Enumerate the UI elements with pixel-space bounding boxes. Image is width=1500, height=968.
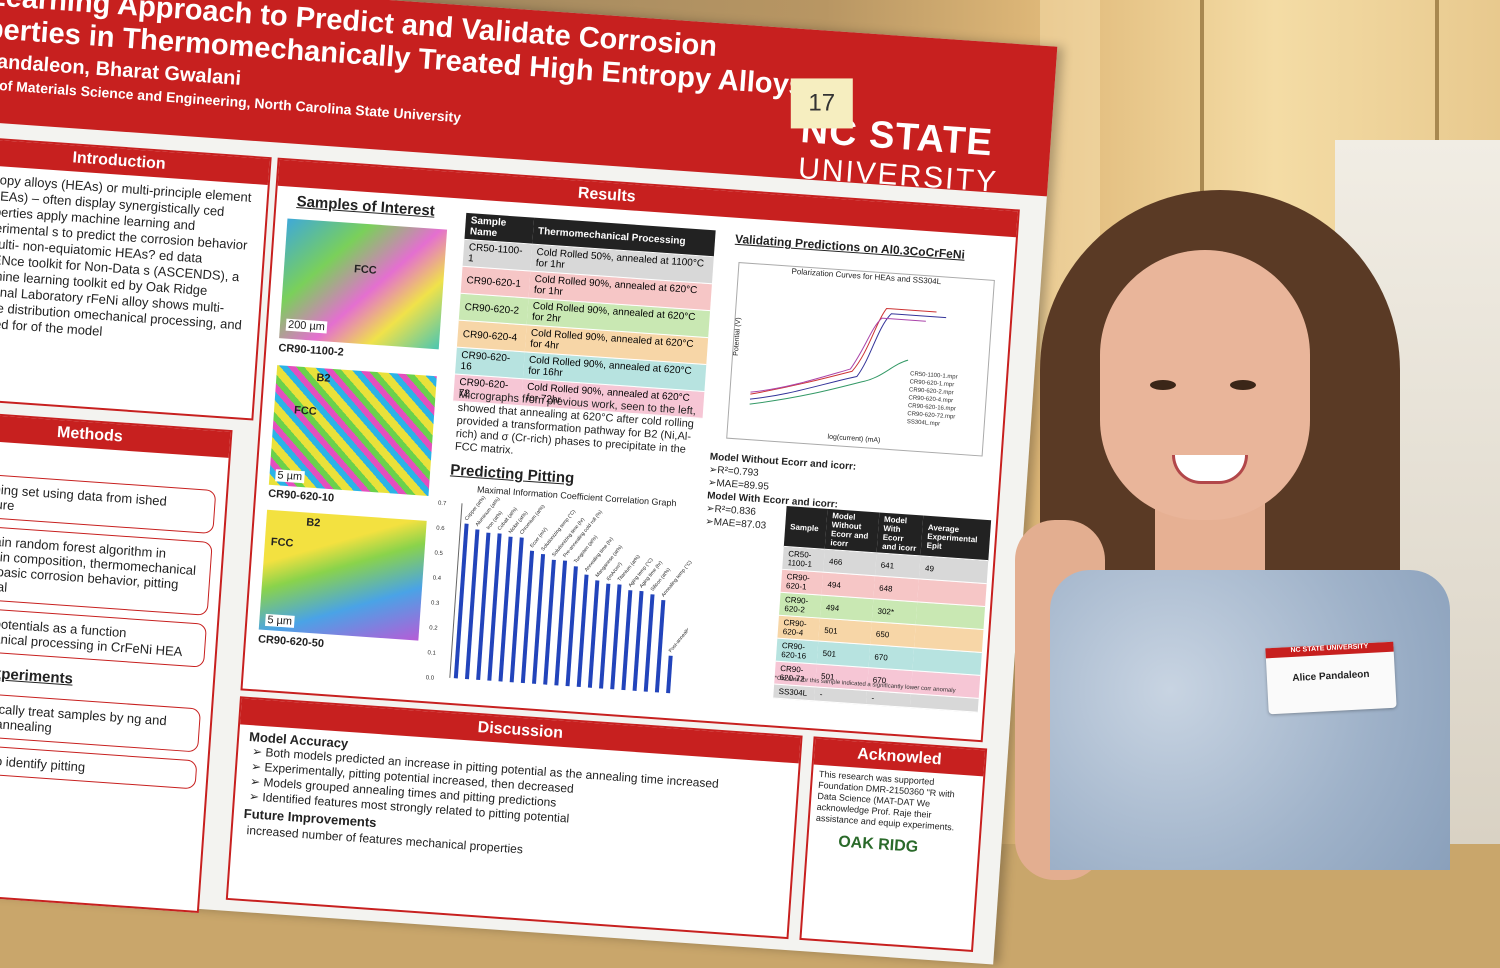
bar bbox=[520, 550, 535, 684]
scale-bar: 200 µm bbox=[285, 318, 328, 334]
phase-label: FCC bbox=[270, 536, 294, 550]
scale-bar: 5 µm bbox=[264, 613, 295, 628]
y-tick-label: 0.0 bbox=[426, 675, 435, 682]
micrograph-label: CR90-620-50 bbox=[257, 633, 325, 651]
results-section: Results Samples of Interest FCC 200 µm C… bbox=[240, 157, 1020, 743]
bar bbox=[654, 599, 666, 693]
category-label: Post-annealing cold roll (%) bbox=[668, 602, 696, 654]
y-tick-label: 0.7 bbox=[438, 501, 447, 508]
discussion-section: Discussion Model Accuracy ➢ Both models … bbox=[225, 696, 803, 940]
methods-box: and train random forest algorithm in END… bbox=[0, 523, 213, 616]
acknowledgements-text: This research was supported Foundation D… bbox=[815, 768, 956, 833]
bar bbox=[643, 594, 655, 692]
bar bbox=[532, 553, 546, 684]
y-tick-label: 0.4 bbox=[432, 575, 441, 582]
left-eye bbox=[1150, 380, 1176, 390]
poster-board: Learning Approach to Predict and Validat… bbox=[0, 0, 1058, 965]
bar bbox=[587, 580, 600, 688]
bar bbox=[476, 532, 491, 681]
bar bbox=[599, 583, 611, 689]
phase-label: FCC bbox=[293, 404, 318, 418]
methods-section: Methods odel d training set using data f… bbox=[0, 410, 233, 913]
person: NC STATE UNIVERSITY Alice Pandaleon bbox=[980, 190, 1500, 880]
face bbox=[1100, 250, 1310, 520]
bar bbox=[632, 590, 644, 691]
bar bbox=[453, 523, 469, 679]
y-tick-label: 0.2 bbox=[429, 625, 438, 632]
y-tick-label: 0.6 bbox=[436, 526, 445, 533]
pol-legend: CR50-1100-1.mpr CR90-620-1.mpr CR90-620-… bbox=[906, 371, 958, 428]
bar bbox=[487, 533, 502, 681]
introduction-text: entropy alloys (HEAs) or multi-principle… bbox=[0, 170, 252, 339]
sticky-note: 17 bbox=[790, 78, 853, 129]
bar bbox=[554, 560, 568, 686]
phase-label: FCC bbox=[353, 263, 378, 277]
name-badge: NC STATE UNIVERSITY Alice Pandaleon bbox=[1265, 641, 1397, 715]
bar bbox=[666, 655, 673, 694]
micrograph-1: FCC 200 µm bbox=[279, 218, 448, 350]
y-tick-label: 0.1 bbox=[427, 650, 436, 657]
right-eye bbox=[1230, 380, 1256, 390]
y-axis bbox=[449, 503, 463, 678]
bar bbox=[464, 529, 480, 680]
micrograph-label: CR90-1100-2 bbox=[277, 342, 345, 359]
methods-box: pitting potentials as a function omechan… bbox=[0, 605, 207, 668]
micrograph-3: B2 FCC 5 µm bbox=[258, 509, 427, 641]
polarization-curves bbox=[749, 307, 947, 405]
y-tick-label: 0.3 bbox=[431, 600, 440, 607]
bar bbox=[610, 584, 622, 690]
introduction-section: Introduction entropy alloys (HEAs) or mu… bbox=[0, 135, 272, 421]
bar bbox=[576, 574, 589, 688]
acknowledgements-section: Acknowled This research was supported Fo… bbox=[799, 736, 988, 953]
bar bbox=[509, 537, 524, 683]
validating-heading: Validating Predictions on Al0.3CoCrFeNi bbox=[734, 231, 966, 262]
polarization-chart: Polarization Curves for HEAs and SS304L … bbox=[726, 262, 995, 457]
bar bbox=[543, 559, 556, 685]
smile bbox=[1172, 455, 1248, 484]
methods-box: mechanically treat samples by ng and fur… bbox=[0, 690, 202, 753]
shirt bbox=[1050, 570, 1450, 870]
micrograph-2: B2 FCC 5 µm bbox=[268, 365, 437, 496]
bar bbox=[565, 566, 578, 687]
badge-name: Alice Pandaleon bbox=[1292, 668, 1370, 685]
methods-box: d training set using data from ished lit… bbox=[0, 472, 217, 535]
phase-label: B2 bbox=[315, 371, 331, 385]
micrograph-label: CR90-620-10 bbox=[267, 487, 335, 505]
phase-label: B2 bbox=[305, 516, 321, 530]
y-tick-label: 0.5 bbox=[434, 551, 443, 558]
bar bbox=[498, 536, 513, 682]
category-label: Annealing temp (°C) bbox=[660, 559, 693, 598]
bar bbox=[621, 590, 633, 691]
scale-bar: 5 µm bbox=[275, 469, 305, 484]
